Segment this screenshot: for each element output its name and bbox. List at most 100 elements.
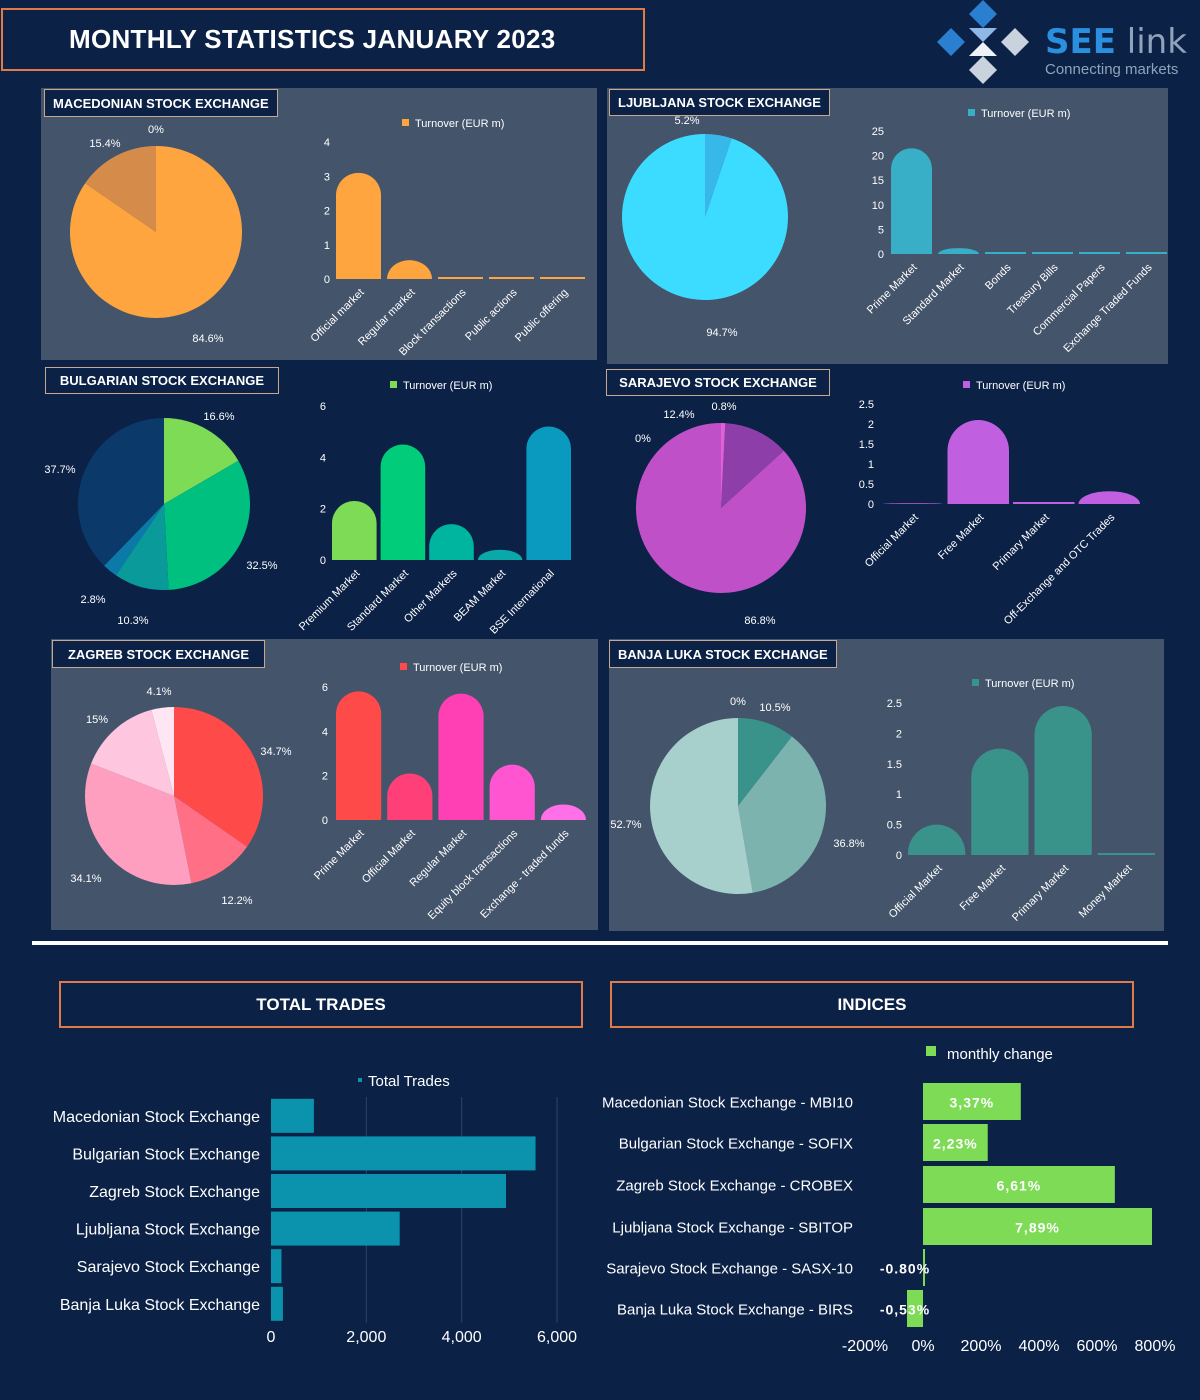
ljse-y-tick: 15 <box>872 175 884 187</box>
zse-pie-label: 4.1% <box>146 686 171 698</box>
blse-bar <box>1034 706 1092 855</box>
trades-category-label: Macedonian Stock Exchange <box>53 1109 260 1126</box>
bse-legend-swatch <box>390 381 397 388</box>
sase-y-tick: 0.5 <box>859 479 874 491</box>
zse-pie-slice <box>84 763 192 886</box>
sase-x-tick: Official Market <box>863 512 921 570</box>
ljse-pie-slice <box>705 134 732 217</box>
zse-y-tick: 2 <box>322 771 328 783</box>
zse-pie-slice <box>174 707 264 847</box>
mse-bar <box>489 277 534 279</box>
ljse-y-tick: 0 <box>878 249 884 261</box>
indices-category-label: Ljubljana Stock Exchange - SBITOP <box>612 1220 853 1237</box>
mse-pie-label: 15.4% <box>89 138 120 150</box>
blse-bar <box>971 748 1029 855</box>
mse-y-tick: 0 <box>324 274 330 286</box>
mse-bar <box>438 277 483 279</box>
zse-legend-swatch <box>400 663 407 670</box>
mse-x-tick: Public offering <box>513 287 571 345</box>
zse-bar <box>540 804 586 820</box>
indices-x-tick: 0% <box>911 1338 934 1355</box>
trades-x-tick: 6,000 <box>537 1329 577 1346</box>
indices-x-tick: 800% <box>1135 1338 1176 1355</box>
panel-title-zagreb: ZAGREB STOCK EXCHANGE <box>52 640 265 668</box>
bse-bar <box>380 444 426 560</box>
sase-legend-label: Turnover (EUR m) <box>976 380 1065 392</box>
trades-bar <box>271 1098 314 1133</box>
mse-pie-label: 84.6% <box>192 333 223 345</box>
sase-pie-label: 0% <box>635 433 651 445</box>
trades-category-label: Zagreb Stock Exchange <box>89 1184 260 1201</box>
indices-value-label: 2,23% <box>933 1136 978 1152</box>
mse-y-tick: 4 <box>324 137 330 149</box>
sase-pie-slice <box>721 423 784 508</box>
indices-bar <box>923 1249 925 1286</box>
ljse-bar <box>891 148 932 254</box>
bse-pie-label: 16.6% <box>203 411 234 423</box>
trades-bar <box>271 1211 400 1246</box>
indices-bar <box>907 1290 923 1327</box>
ljse-bar <box>985 252 1026 254</box>
bse-bar <box>526 426 571 560</box>
sase-y-tick: 1.5 <box>859 439 874 451</box>
ljse-bar <box>1126 252 1167 254</box>
zse-x-tick: Equity block transactions <box>426 827 521 922</box>
zse-pie-slice <box>91 709 174 796</box>
panel-title-ljubljana: LJUBLJANA STOCK EXCHANGE <box>609 89 830 116</box>
blse-y-tick: 0.5 <box>887 820 902 832</box>
bse-bar <box>429 524 474 560</box>
trades-bar <box>271 1174 506 1208</box>
mse-bar <box>336 172 381 279</box>
page-title: MONTHLY STATISTICS JANUARY 2023 <box>69 24 556 54</box>
indices-x-tick: 600% <box>1077 1338 1118 1355</box>
ljse-bar <box>1032 252 1073 254</box>
blse-y-tick: 1 <box>896 789 902 801</box>
panel-title-banja-luka: BANJA LUKA STOCK EXCHANGE <box>609 640 837 668</box>
ljse-y-tick: 10 <box>872 200 884 212</box>
zse-legend-label: Turnover (EUR m) <box>413 662 502 674</box>
blse-x-tick: Official Market <box>887 863 945 921</box>
section-title-total-trades: TOTAL TRADES <box>59 981 583 1028</box>
zse-bar <box>438 693 484 820</box>
sase-pie-label: 0.8% <box>711 401 736 413</box>
sase-pie-label: 86.8% <box>744 615 775 627</box>
sase-legend-swatch <box>963 381 970 388</box>
zse-y-tick: 4 <box>322 726 328 738</box>
ljse-legend-label: Turnover (EUR m) <box>981 108 1070 120</box>
zse-pie-slice <box>151 707 174 796</box>
trades-legend-swatch <box>358 1078 362 1082</box>
indices-bar <box>923 1208 1152 1245</box>
sase-y-tick: 2 <box>868 419 874 431</box>
sase-pie-slice <box>635 423 806 593</box>
blse-pie-slice <box>650 718 753 894</box>
blse-y-tick: 2.5 <box>887 698 902 710</box>
indices-bar <box>923 1166 1115 1203</box>
mse-x-tick: Official market <box>309 287 367 345</box>
blse-x-tick: Primary Market <box>1010 863 1071 924</box>
indices-value-label: -0.80% <box>880 1261 930 1277</box>
ljse-pie-label: 5.2% <box>674 115 699 127</box>
sase-bar <box>1078 491 1140 504</box>
indices-category-label: Banja Luka Stock Exchange - BIRS <box>617 1302 853 1319</box>
ljse-y-tick: 20 <box>872 151 884 163</box>
blse-legend-swatch <box>972 679 979 686</box>
logo: SEE link Connecting markets <box>935 0 1195 85</box>
sase-bar <box>882 503 944 504</box>
blse-pie-slice <box>738 736 827 893</box>
zse-x-tick: Prime Market <box>312 828 367 883</box>
logo-tagline: Connecting markets <box>1045 61 1179 78</box>
indices-category-label: Bulgarian Stock Exchange - SOFIX <box>619 1136 853 1153</box>
mse-pie-slice <box>85 146 156 232</box>
mse-y-tick: 1 <box>324 240 330 252</box>
blse-bar <box>908 824 966 855</box>
sase-y-tick: 2.5 <box>859 399 874 411</box>
trades-x-tick: 4,000 <box>442 1329 482 1346</box>
indices-value-label: 3,37% <box>950 1095 995 1111</box>
panel-title-macedonian: MACEDONIAN STOCK EXCHANGE <box>44 89 278 117</box>
ljse-bar <box>938 248 979 254</box>
sase-y-tick: 1 <box>868 459 874 471</box>
ljse-pie-label: 94.7% <box>706 327 737 339</box>
indices-value-label: -0,53% <box>880 1302 930 1318</box>
blse-x-tick: Money Market <box>1077 863 1135 921</box>
blse-bar <box>1097 853 1155 855</box>
